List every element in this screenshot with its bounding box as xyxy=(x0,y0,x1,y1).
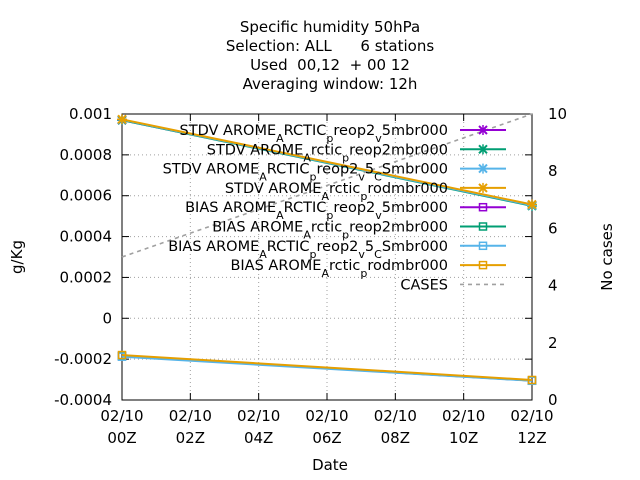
legend-entry: BIAS AROMEArcticpreop2mbr000 xyxy=(212,220,506,242)
point-marker-x xyxy=(117,114,127,125)
title-line: Used 00,12 + 00 12 xyxy=(250,56,410,74)
x-tick-label-date: 02/10 xyxy=(169,407,212,425)
point-marker-square xyxy=(478,260,488,270)
legend-entry: BIAS AROMEARCTICpreop2v5CSmbr000 xyxy=(168,239,506,260)
legend-label: BIAS AROMEArcticprodmbr000 xyxy=(230,258,448,280)
legend-label: BIAS AROMEArcticpreop2mbr000 xyxy=(212,220,448,242)
x-tick-label-date: 02/10 xyxy=(237,407,280,425)
point-marker-square xyxy=(527,375,537,385)
x-tick-label-hour: 04Z xyxy=(244,429,273,447)
point-marker-x xyxy=(478,125,488,135)
x-tick-label-hour: 06Z xyxy=(312,429,341,447)
y-tick-label: 0 xyxy=(102,309,112,327)
y2-tick-label: 10 xyxy=(548,105,567,123)
legend-entry: STDV AROMEArcticprodmbr000 xyxy=(225,181,506,203)
legend-label: BIAS AROMEARCTICpreop2v5CSmbr000 xyxy=(168,239,448,260)
x-tick-label-date: 02/10 xyxy=(510,407,553,425)
series-line xyxy=(117,114,537,210)
title-line: Averaging window: 12h xyxy=(243,75,418,93)
y-axis-label: g/Kg xyxy=(8,240,26,274)
x-tick-label-hour: 00Z xyxy=(107,429,136,447)
y-tick-label: 0.001 xyxy=(69,105,112,123)
y-tick-label: 0.0004 xyxy=(60,228,113,246)
legend-entry: STDV AROMEARCTICpreop2v5CSmbr000 xyxy=(163,162,506,184)
legend-entry: BIAS AROMEARCTICpreop2v5mbr000 xyxy=(185,200,506,222)
x-tick-label-hour: 02Z xyxy=(176,429,205,447)
y2-tick-label: 6 xyxy=(548,219,558,237)
legend-entry: STDV AROMEARCTICpreop2v5mbr000 xyxy=(180,123,506,145)
legend-entry: CASES xyxy=(400,277,506,293)
point-marker-square xyxy=(478,222,488,231)
y2-tick-label: 2 xyxy=(548,334,558,352)
x-tick-label-hour: 08Z xyxy=(381,429,410,447)
x-tick-label-date: 02/10 xyxy=(374,407,417,425)
legend-label: STDV AROMEArcticpreop2mbr000 xyxy=(207,142,448,164)
y-tick-label: -0.0004 xyxy=(54,391,112,409)
legend-label: STDV AROMEArcticprodmbr000 xyxy=(225,181,448,203)
point-marker-square xyxy=(478,241,488,251)
x-tick-label-date: 02/10 xyxy=(305,407,348,425)
legend-label: BIAS AROMEARCTICpreop2v5mbr000 xyxy=(185,200,448,222)
legend-label: STDV AROMEARCTICpreop2v5mbr000 xyxy=(180,123,448,145)
x-tick-label-date: 02/10 xyxy=(100,407,143,425)
point-marker-x xyxy=(478,182,488,193)
x-axis-label: Date xyxy=(312,456,348,474)
y-tick-label: -0.0002 xyxy=(54,350,112,368)
y-tick-label: 0.0002 xyxy=(60,268,113,286)
point-marker-x xyxy=(478,163,488,174)
y2-tick-label: 8 xyxy=(548,162,558,180)
x-tick-label-date: 02/10 xyxy=(442,407,485,425)
point-marker-square xyxy=(478,202,488,212)
legend-label: STDV AROMEARCTICpreop2v5CSmbr000 xyxy=(163,162,448,184)
y2-axis: 10 8 6 4 2 0 xyxy=(548,105,567,409)
series-line xyxy=(121,113,533,258)
x-tick-label-hour: 10Z xyxy=(449,429,478,447)
point-marker-square xyxy=(117,350,127,360)
y2-tick-label: 4 xyxy=(548,277,558,295)
x-axis: 02/10 00Z 02/10 02Z 02/10 04Z 02/10 06Z 02/10 08Z… xyxy=(100,114,554,447)
y2-axis-label: No cases xyxy=(598,223,616,291)
series-line xyxy=(117,350,537,385)
x-tick-label-hour: 12Z xyxy=(517,429,546,447)
y-tick-label: 0.0006 xyxy=(60,187,113,205)
legend-entry: BIAS AROMEArcticprodmbr000 xyxy=(230,258,506,280)
title-line: Specific humidity 50hPa xyxy=(240,18,420,36)
legend-label: CASES xyxy=(400,277,448,293)
y-axis: 0.001 0.0008 0.0006 0.0004 0.0002 0 -0.0002 -0.… xyxy=(54,105,532,409)
series xyxy=(117,113,537,386)
point-marker-x xyxy=(478,144,488,155)
series-path xyxy=(121,354,533,381)
title-line: Selection: ALL 6 stations xyxy=(226,37,434,55)
series-path xyxy=(121,118,533,206)
y-tick-label: 0.0008 xyxy=(60,146,113,164)
point-marker-x xyxy=(527,199,537,210)
series-path xyxy=(121,113,533,258)
y2-tick-label: 0 xyxy=(548,391,558,409)
legend-entry: STDV AROMEArcticpreop2mbr000 xyxy=(207,142,506,164)
